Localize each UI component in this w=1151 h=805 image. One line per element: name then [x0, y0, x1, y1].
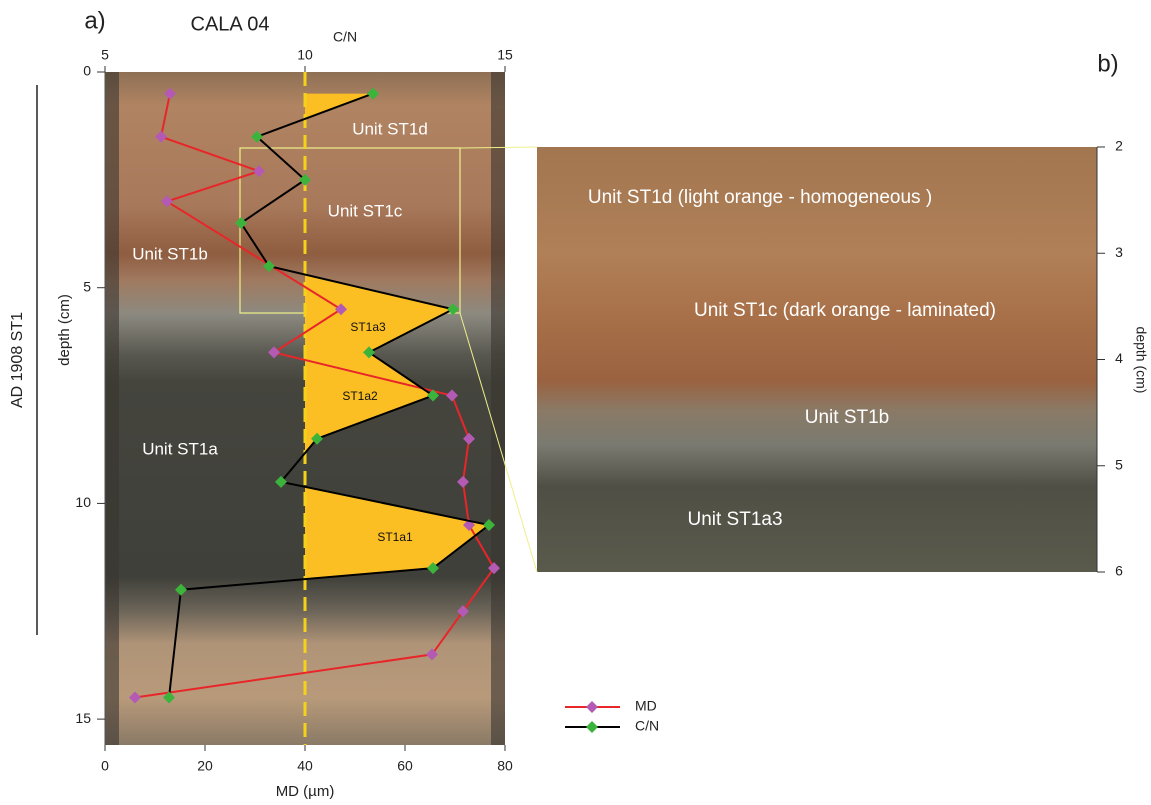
x-tick-label: 0 [101, 758, 109, 774]
marker [427, 562, 439, 575]
side-label: AD 1908 ST1 [9, 312, 26, 408]
y-tick-label: 3 [1115, 244, 1123, 260]
top-tick-label: 15 [497, 47, 513, 63]
threshold-fill [305, 274, 453, 454]
marker [253, 165, 265, 178]
zoom-connector [459, 146, 538, 149]
annotation: ST1a3 [350, 320, 386, 334]
y-tick-label: 4 [1115, 350, 1123, 366]
chart-title: CALA 04 [191, 13, 270, 35]
marker [446, 389, 458, 402]
series-line [168, 92, 492, 698]
marker [427, 389, 439, 402]
y-axis-title: depth (cm) [56, 294, 73, 366]
top-tick-label: 5 [101, 47, 109, 63]
legend-label: MD [635, 698, 657, 714]
zoom-connector [459, 312, 538, 573]
marker [483, 518, 495, 531]
marker [488, 562, 500, 575]
y-tick-label: 10 [75, 494, 91, 510]
y-tick-label: 0 [83, 63, 91, 79]
annotation: Unit ST1b [132, 244, 208, 263]
annotation: ST1a2 [342, 389, 378, 403]
marker [311, 432, 323, 445]
annotation: Unit ST1b [805, 407, 889, 428]
marker [129, 691, 141, 704]
marker [457, 475, 469, 488]
x-tick-label: 40 [297, 758, 313, 774]
x-axis-title: MD (µm) [276, 783, 335, 800]
legend-marker [586, 701, 598, 713]
marker [463, 432, 475, 445]
y-tick-label: 6 [1115, 563, 1123, 579]
marker [299, 173, 311, 186]
marker [275, 475, 287, 488]
core-edge [491, 72, 505, 745]
annotation: Unit ST1c [328, 201, 403, 220]
y-tick-label: 2 [1115, 138, 1123, 154]
core-edge [105, 72, 119, 745]
marker [175, 583, 187, 596]
marker [447, 303, 459, 316]
annotation: Unit ST1a [142, 439, 218, 458]
marker [163, 691, 175, 704]
top-tick-label: 10 [297, 47, 313, 63]
annotation: Unit ST1d [352, 119, 428, 138]
marker [251, 130, 263, 143]
marker [426, 648, 438, 661]
marker [457, 605, 469, 618]
marker [164, 87, 176, 100]
marker [335, 303, 347, 316]
marker [263, 260, 275, 273]
marker [155, 130, 167, 143]
y-tick-label: 5 [83, 278, 91, 294]
panel-label: a) [84, 7, 105, 34]
x-tick-label: 20 [197, 758, 213, 774]
x-tick-label: 60 [397, 758, 413, 774]
panel-label: b) [1097, 50, 1118, 77]
top-axis-title: C/N [333, 29, 357, 45]
y-tick-label: 15 [75, 710, 91, 726]
marker [235, 216, 247, 229]
annotation: Unit ST1d (light orange - homogeneous ) [588, 187, 932, 208]
marker [367, 87, 379, 100]
marker [363, 346, 375, 359]
y-axis-title: depth (cm) [1133, 327, 1149, 394]
marker [161, 195, 173, 208]
legend-marker [586, 721, 598, 733]
annotation: ST1a1 [377, 530, 413, 544]
threshold-fill [305, 486, 489, 580]
y-tick-label: 5 [1115, 456, 1123, 472]
marker [268, 346, 280, 359]
series-line [134, 93, 496, 699]
core-photo-b [537, 147, 1097, 572]
legend-label: C/N [635, 718, 659, 734]
annotation: Unit ST1c (dark orange - laminated) [694, 300, 996, 321]
annotation: Unit ST1a3 [687, 509, 782, 530]
x-tick-label: 80 [497, 758, 513, 774]
